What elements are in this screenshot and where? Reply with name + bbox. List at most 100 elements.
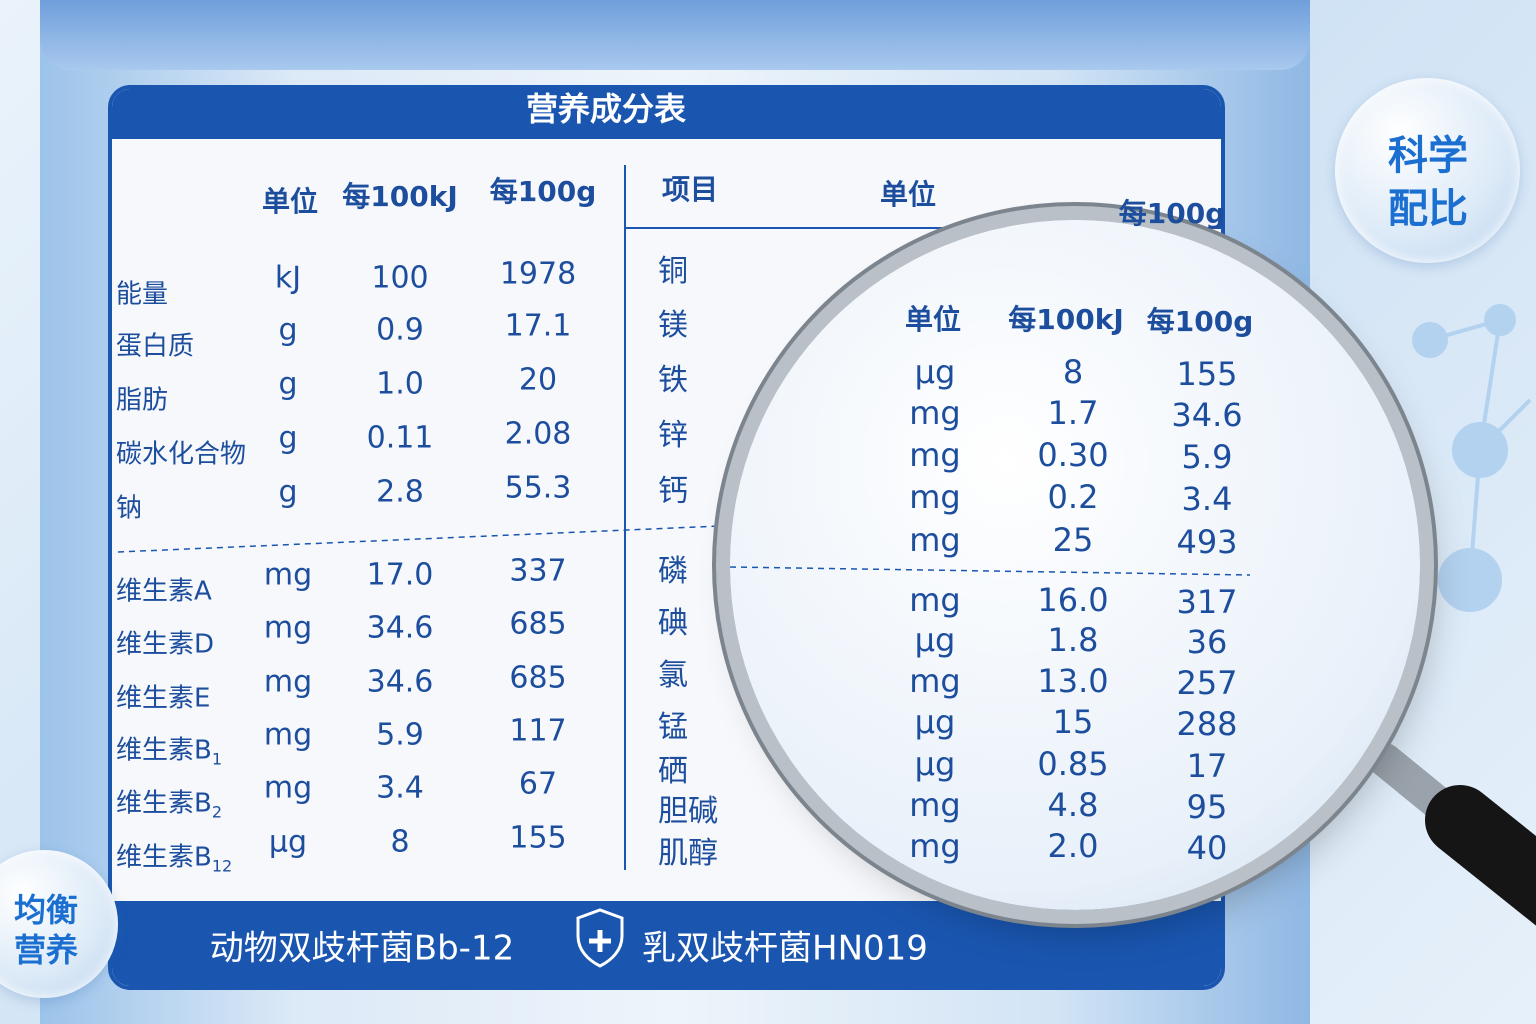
lens-header-per-100kj: 每100kJ [1008,303,1124,336]
lens-row-unit: mg [909,786,961,824]
lens-row-per-100g: 5.9 [1181,438,1233,476]
row-name: 维生素E [116,683,211,714]
row-name: 维生素B1 [116,735,223,769]
row-per-100kj: 100 [371,260,429,296]
row-unit: mg [263,610,313,646]
lens-row-per-100g: 317 [1176,583,1238,621]
lens-row-per-100kj: 2.0 [1047,827,1099,865]
lens-row-unit: mg [909,394,961,432]
shield-icon [576,908,624,968]
badge-text: 科学 [1388,133,1468,179]
footer-bar [112,901,1221,986]
subscript: 2 [211,802,223,822]
header-per-100g: 每100g [489,175,597,208]
lens-row-unit: mg [909,827,961,865]
dashed-divider [117,525,721,553]
lens-row-per-100g: 17 [1186,747,1228,785]
row-unit: mg [263,770,313,806]
lens-decor [730,566,1251,576]
lens-row-per-100g: 40 [1186,829,1228,867]
row-per-100g: 685 [509,606,567,642]
lens-row-per-100g: 36 [1186,623,1228,661]
lens-row-per-100g: 34.6 [1171,396,1243,434]
lens-row-unit: mg [909,662,961,700]
row-per-100g: 55.3 [504,470,572,506]
lens-row-per-100kj: 0.2 [1047,478,1099,516]
lens-row-per-100kj: 16.0 [1037,581,1109,619]
row-name: 铜 [658,254,688,289]
lens-row-unit: μg [914,353,956,391]
row-per-100kj: 2.8 [376,474,424,510]
row-per-100g: 337 [509,553,567,589]
row-per-100g: 1978 [499,256,577,292]
row-per-100g: 155 [509,820,567,856]
row-unit: g [278,312,298,348]
header-unit: 单位 [879,178,937,211]
lens-row-unit: μg [914,621,956,659]
badge-text: 配比 [1388,186,1468,232]
row-unit: mg [263,557,313,593]
row-name: 钠 [116,493,143,524]
row-name: 碳水化合物 [116,439,247,470]
lens-row-per-100kj: 13.0 [1037,662,1109,700]
lens-row-per-100kj: 8 [1062,353,1084,391]
footer-right: 乳双歧杆菌HN019 [642,928,928,969]
row-name: 磷 [658,554,688,589]
lens-row-per-100kj: 0.30 [1037,436,1109,474]
lens-row-per-100g: 155 [1176,355,1238,393]
row-per-100g: 2.08 [504,416,572,452]
header-unit: 单位 [261,185,319,218]
row-name: 蛋白质 [116,331,195,362]
row-per-100kj: 3.4 [376,770,424,806]
subscript: 1 [211,749,223,769]
title: 营养成分表 [525,90,687,128]
row-per-100g: 67 [518,766,558,802]
lens-row-unit: μg [914,703,956,741]
row-name: 锰 [658,710,688,745]
row-unit: g [278,420,298,456]
row-per-100kj: 34.6 [366,664,434,700]
row-name: 维生素A [116,576,212,607]
row-name: 氯 [658,658,688,693]
row-unit: g [278,474,298,510]
row-per-100kj: 5.9 [376,717,424,753]
lens-row-unit: mg [909,436,961,474]
lens-row-per-100kj: 4.8 [1047,786,1099,824]
header-per-100kj: 每100kJ [342,180,458,213]
title-bar [112,89,1221,139]
row-name: 硒 [658,754,688,789]
row-name: 钙 [658,474,688,509]
row-name: 镁 [658,308,688,343]
row-name: 铁 [658,363,688,398]
lens-row-unit: mg [909,521,961,559]
header-per-100g: 每100g [1118,197,1226,230]
can-lid [40,0,1310,70]
row-unit: g [278,366,298,402]
row-per-100g: 685 [509,660,567,696]
row-unit: μg [268,824,308,860]
header-item: 项目 [661,173,719,206]
lens-row-per-100g: 95 [1186,788,1228,826]
dashed-divider [730,566,1251,576]
row-per-100kj: 0.9 [376,312,424,348]
row-name: 维生素D [116,629,215,660]
footer-left: 动物双歧杆菌Bb-12 [209,928,515,969]
lens-row-per-100kj: 1.8 [1047,621,1099,659]
row-name: 碘 [658,606,688,641]
lens-row-unit: mg [909,581,961,619]
row-per-100kj: 17.0 [366,557,434,593]
row-name: 胆碱 [658,794,718,829]
lens-row-per-100kj: 0.85 [1037,745,1109,783]
lens-header-unit: 单位 [904,303,962,336]
row-per-100g: 117 [509,713,567,749]
row-per-100kj: 34.6 [366,610,434,646]
row-per-100kj: 1.0 [376,366,424,402]
row-unit: mg [263,717,313,753]
row-unit: mg [263,664,313,700]
lens-row-per-100g: 288 [1176,705,1238,743]
lens-row-per-100kj: 1.7 [1047,394,1099,432]
shield-cross [589,930,611,952]
row-per-100g: 17.1 [504,308,572,344]
badge-text: 营养 [13,931,79,969]
